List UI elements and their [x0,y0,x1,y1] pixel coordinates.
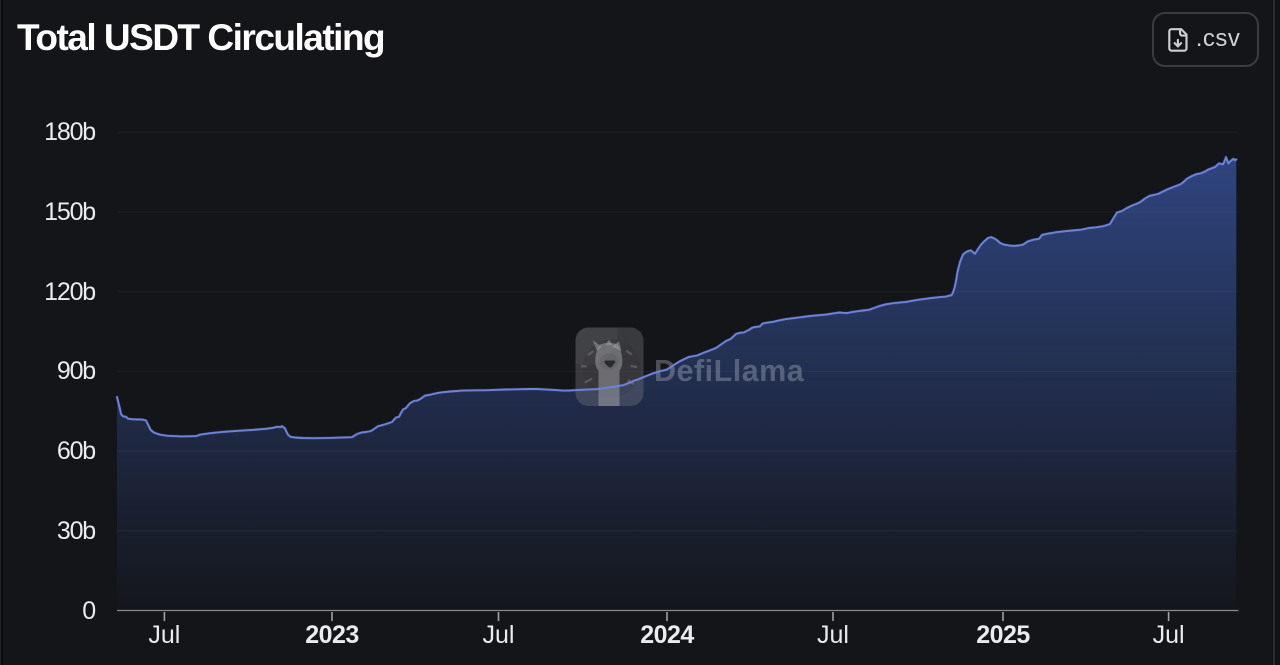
svg-text:DefiLlama: DefiLlama [654,354,805,388]
